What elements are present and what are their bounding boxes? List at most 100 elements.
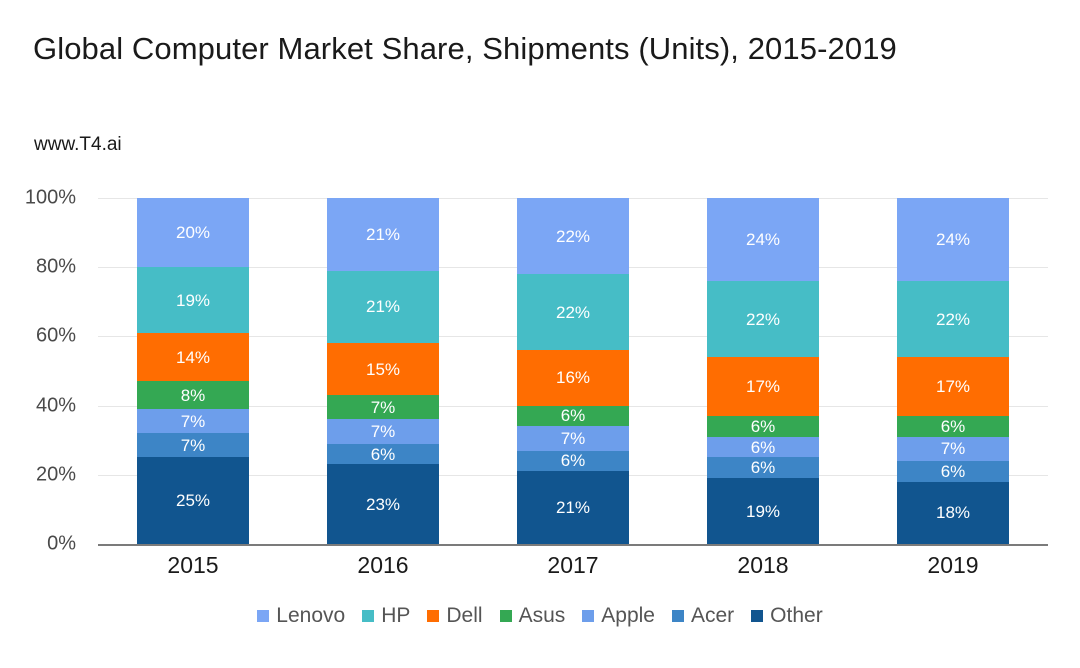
bar-segment-dell[interactable]: 15% [327, 343, 439, 396]
legend-item-label: Lenovo [276, 604, 346, 627]
legend-item-label: Other [770, 604, 823, 627]
x-axis-tick-label: 2019 [927, 552, 979, 578]
bar-segment-acer[interactable]: 6% [707, 457, 819, 479]
bar-segment-value-label: 7% [370, 422, 396, 442]
bar-segment-hp[interactable]: 22% [897, 281, 1009, 358]
bar-group: 21% 21% 15% 7% 7% 6% 23% [288, 198, 478, 544]
x-axis-tick-label: 2016 [357, 552, 409, 578]
gridline [98, 544, 1048, 546]
bar-segment-hp[interactable]: 22% [707, 281, 819, 358]
bar-segment-value-label: 7% [560, 428, 586, 448]
chart-legend: Lenovo HP Dell Asus Apple Acer Other [0, 604, 1080, 628]
bar-segment-apple[interactable]: 6% [707, 436, 819, 458]
bar-segment-acer[interactable]: 6% [327, 443, 439, 465]
bar-segment-apple[interactable]: 7% [327, 419, 439, 444]
bar-segment-value-label: 19% [175, 290, 211, 310]
bar-segment-lenovo[interactable]: 22% [517, 198, 629, 275]
bar-segment-acer[interactable]: 6% [517, 450, 629, 472]
bar-segment-value-label: 6% [560, 406, 586, 426]
bar-segment-hp[interactable]: 21% [327, 270, 439, 344]
bar-segment-other[interactable]: 18% [897, 481, 1009, 544]
bar-segment-acer[interactable]: 7% [137, 433, 249, 458]
bar-segment-asus[interactable]: 8% [137, 381, 249, 410]
x-axis-tick-label: 2017 [547, 552, 599, 578]
legend-swatch-icon [751, 610, 764, 622]
bar-segment-value-label: 7% [940, 439, 966, 459]
y-axis-tick-label: 100% [24, 186, 76, 209]
bar-segment-value-label: 6% [370, 444, 396, 464]
legend-item-acer[interactable]: Acer [671, 604, 735, 628]
bar-segment-value-label: 24% [745, 230, 781, 250]
bar-segment-other[interactable]: 25% [137, 457, 249, 544]
legend-item-label: Asus [518, 604, 566, 627]
bar-segment-acer[interactable]: 6% [897, 460, 1009, 482]
chart-subtitle: www.T4.ai [34, 134, 122, 155]
stacked-bar: 24% 22% 17% 6% 6% 6% 19% [707, 198, 819, 544]
bar-segment-value-label: 15% [365, 359, 401, 379]
legend-swatch-icon [257, 610, 270, 622]
legend-item-dell[interactable]: Dell [427, 604, 483, 628]
y-axis-tick-label: 80% [35, 255, 76, 278]
bar-segment-value-label: 6% [750, 458, 776, 478]
legend-item-lenovo[interactable]: Lenovo [257, 604, 345, 628]
legend-item-hp[interactable]: HP [362, 604, 410, 628]
bar-segment-lenovo[interactable]: 24% [707, 198, 819, 282]
bar-segment-lenovo[interactable]: 21% [327, 198, 439, 271]
bar-group: 20% 19% 14% 8% 7% 7% 25% [98, 198, 288, 544]
bar-segment-asus[interactable]: 6% [517, 405, 629, 427]
bar-segment-value-label: 14% [175, 347, 211, 367]
y-axis-tick-label: 20% [35, 463, 76, 486]
bar-segment-value-label: 22% [555, 226, 591, 246]
bar-segment-value-label: 7% [370, 397, 396, 417]
bar-segment-other[interactable]: 23% [327, 464, 439, 544]
x-axis-tick-label: 2018 [737, 552, 789, 578]
stacked-bar: 24% 22% 17% 6% 7% 6% 18% [897, 198, 1009, 544]
bar-segment-asus[interactable]: 6% [897, 415, 1009, 437]
bar-segment-value-label: 6% [560, 451, 586, 471]
bar-segment-value-label: 7% [180, 435, 206, 455]
legend-item-asus[interactable]: Asus [499, 604, 566, 628]
bar-segment-value-label: 7% [180, 411, 206, 431]
bar-segment-value-label: 18% [935, 503, 971, 523]
bar-segment-lenovo[interactable]: 24% [897, 198, 1009, 282]
legend-item-other[interactable]: Other [751, 604, 823, 628]
bar-segment-dell[interactable]: 17% [897, 357, 1009, 416]
bar-segment-dell[interactable]: 17% [707, 357, 819, 416]
bar-segment-value-label: 21% [365, 297, 401, 317]
plot-area: 20% 19% 14% 8% 7% 7% 25% 21% 21% 15% 7% 7% 6% 23% 22% 2… [98, 198, 1048, 546]
bar-group: 24% 22% 17% 6% 7% 6% 18% [858, 198, 1048, 544]
bar-segment-other[interactable]: 21% [517, 471, 629, 544]
bar-segment-apple[interactable]: 7% [897, 436, 1009, 461]
chart-title: Global Computer Market Share, Shipments … [33, 31, 897, 66]
legend-swatch-icon [427, 610, 440, 622]
bar-segment-apple[interactable]: 7% [517, 426, 629, 451]
bar-segment-hp[interactable]: 19% [137, 267, 249, 333]
x-axis: 2015 2016 2017 2018 2019 [98, 552, 1048, 586]
bar-segment-value-label: 21% [555, 498, 591, 518]
bar-segment-value-label: 17% [745, 377, 781, 397]
bar-segment-other[interactable]: 19% [707, 478, 819, 544]
bar-segment-value-label: 22% [745, 309, 781, 329]
y-axis: 0% 20% 40% 60% 80% 100% [0, 187, 88, 555]
bar-segment-dell[interactable]: 14% [137, 332, 249, 382]
bar-segment-asus[interactable]: 7% [327, 395, 439, 420]
bar-segment-asus[interactable]: 6% [707, 415, 819, 437]
bar-segment-apple[interactable]: 7% [137, 409, 249, 434]
bar-segment-value-label: 16% [555, 368, 591, 388]
bar-segment-value-label: 22% [935, 309, 971, 329]
y-axis-tick-label: 60% [35, 324, 76, 347]
bar-segment-value-label: 21% [365, 224, 401, 244]
legend-item-apple[interactable]: Apple [582, 604, 655, 628]
bar-segment-hp[interactable]: 22% [517, 274, 629, 351]
bar-segment-value-label: 23% [365, 494, 401, 514]
bar-segment-value-label: 24% [935, 230, 971, 250]
bar-segment-lenovo[interactable]: 20% [137, 198, 249, 268]
bar-group: 22% 22% 16% 6% 7% 6% 21% [478, 198, 668, 544]
bar-segment-value-label: 25% [175, 491, 211, 511]
bar-segment-value-label: 19% [745, 501, 781, 521]
legend-item-label: Apple [601, 604, 655, 627]
legend-item-label: Acer [690, 604, 735, 627]
bar-groups: 20% 19% 14% 8% 7% 7% 25% 21% 21% 15% 7% 7% 6% 23% 22% 2… [98, 198, 1048, 544]
legend-swatch-icon [582, 610, 595, 622]
bar-segment-dell[interactable]: 16% [517, 350, 629, 406]
